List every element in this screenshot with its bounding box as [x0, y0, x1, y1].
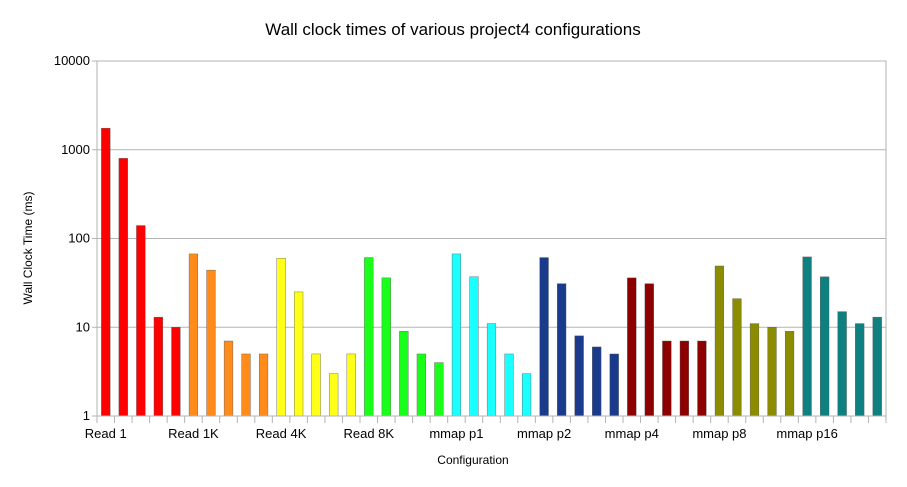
x-tick-label: mmap p16 [776, 426, 837, 441]
x-tick-label: Read 8K [343, 426, 394, 441]
bar [136, 225, 146, 417]
bar [153, 316, 163, 417]
bar [399, 331, 409, 417]
bar [416, 353, 426, 417]
bar [504, 353, 514, 417]
x-tick-label: Read 1K [168, 426, 219, 441]
bar [241, 353, 251, 417]
bar [784, 331, 795, 417]
bar [223, 340, 234, 417]
x-tick-label: mmap p8 [692, 426, 746, 441]
bar [574, 335, 584, 417]
x-tick-label: mmap p4 [605, 426, 659, 441]
bar [381, 277, 391, 417]
bar [486, 323, 497, 417]
plot-frame [96, 60, 887, 417]
tick-labels: 1 10 100 1000 10000 Read 1 Read 1K Read 4K Read … [54, 53, 838, 441]
bar [206, 269, 216, 417]
bar [276, 257, 286, 417]
bar [732, 298, 742, 417]
bar [855, 323, 865, 417]
bar [539, 257, 549, 417]
bar [767, 327, 777, 417]
bar [644, 283, 654, 417]
bar [714, 265, 725, 417]
bar [118, 158, 128, 417]
x-axis-label: Configuration [437, 453, 508, 467]
axes [92, 60, 887, 423]
y-tick-label: 10000 [54, 53, 90, 68]
bar [837, 311, 847, 417]
bar [820, 276, 830, 417]
chart-title: Wall clock times of various project4 con… [265, 20, 640, 39]
y-tick-label: 100 [68, 231, 90, 246]
bar [662, 340, 672, 417]
bar [346, 353, 356, 417]
x-tick-label: mmap p2 [517, 426, 571, 441]
bar [294, 291, 304, 417]
bar [364, 257, 374, 417]
bar [258, 353, 269, 417]
bar [469, 276, 479, 417]
bar [872, 316, 882, 417]
bar [592, 346, 602, 417]
bar [451, 253, 462, 417]
bar [101, 127, 111, 417]
y-tick-label: 1000 [61, 142, 90, 157]
bar [609, 353, 619, 417]
y-tick-label: 1 [83, 408, 90, 423]
bar [188, 253, 199, 417]
bar [557, 283, 567, 417]
y-axis-label: Wall Clock Time (ms) [21, 192, 35, 305]
bar [311, 353, 321, 417]
bars [101, 127, 882, 417]
bar [521, 373, 532, 417]
bar [679, 340, 689, 417]
x-tick-label: Read 1 [85, 426, 127, 441]
bar [697, 340, 707, 417]
bar [802, 256, 812, 417]
bar [749, 323, 760, 417]
y-tick-label: 10 [76, 319, 90, 334]
x-tick-label: Read 4K [256, 426, 307, 441]
bar [171, 327, 181, 417]
bar [627, 277, 637, 417]
bar [434, 362, 444, 417]
x-tick-label: mmap p1 [429, 426, 483, 441]
bar [329, 373, 339, 417]
